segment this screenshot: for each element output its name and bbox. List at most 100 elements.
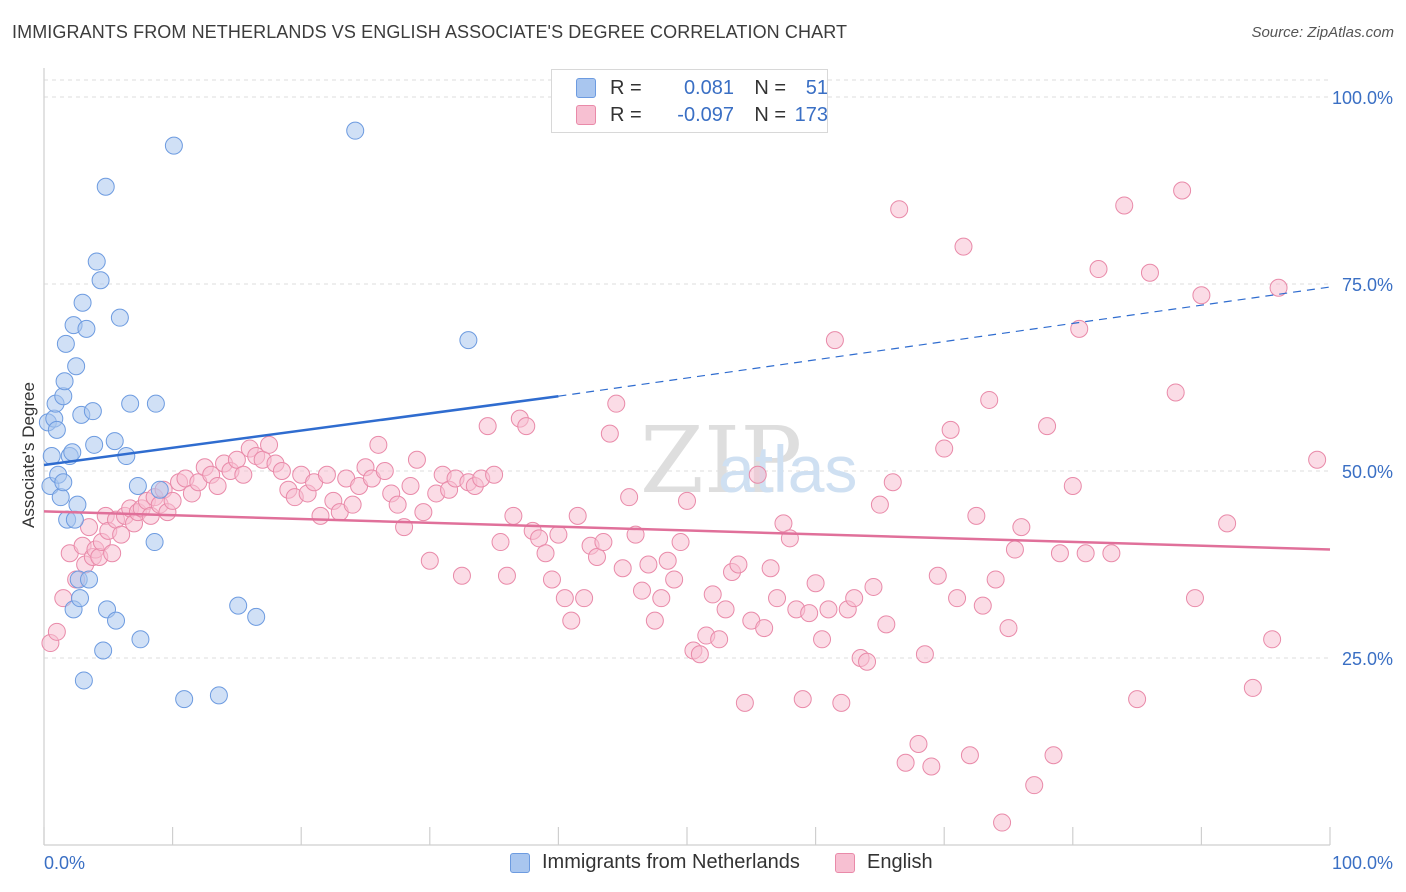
english-point [1044, 746, 1063, 765]
netherlands-point [91, 271, 110, 290]
series-legend: Immigrants from Netherlands English [0, 851, 1406, 877]
english-point [793, 690, 812, 709]
english-point [748, 465, 767, 484]
english-point [999, 619, 1018, 638]
english-point [960, 746, 979, 765]
english-point [986, 570, 1005, 589]
english-point [658, 551, 677, 570]
english-point [980, 390, 999, 409]
netherlands-point [164, 136, 183, 155]
netherlands-point [55, 372, 74, 391]
english-point [1089, 260, 1108, 279]
english-point [163, 491, 182, 510]
english-point [735, 693, 754, 712]
english-point [311, 506, 330, 525]
english-point [954, 237, 973, 256]
english-point [1173, 181, 1192, 200]
english-point [710, 630, 729, 649]
y-tick-label: 50.0% [1342, 462, 1393, 482]
english-point [1243, 678, 1262, 697]
english-point [272, 462, 291, 480]
english-point [819, 600, 838, 619]
english-point [375, 462, 394, 480]
english-point [227, 450, 246, 469]
english-point [388, 495, 407, 514]
english-point [864, 577, 883, 596]
netherlands-point [107, 611, 126, 630]
english-point [1263, 630, 1282, 649]
english-point [414, 503, 433, 522]
netherlands-point [146, 394, 165, 413]
watermark-atlas: atlas [718, 432, 857, 506]
netherlands-point [85, 435, 104, 454]
legend-item-netherlands[interactable]: Immigrants from Netherlands [510, 851, 800, 874]
english-point [485, 465, 504, 484]
english-point [401, 476, 420, 495]
english-point [607, 394, 626, 413]
data-points [38, 121, 1327, 832]
english-point [452, 566, 471, 585]
english-point [948, 589, 967, 608]
english-point [517, 417, 536, 436]
english-swatch [576, 105, 596, 125]
n-label: N = [754, 103, 786, 126]
english-point [825, 331, 844, 350]
english-point [845, 589, 864, 608]
chart-title: IMMIGRANTS FROM NETHERLANDS VS ENGLISH A… [12, 22, 848, 42]
english-point [806, 574, 825, 593]
english-point [542, 570, 561, 589]
english-point [594, 533, 613, 552]
english-point [639, 555, 658, 574]
english-point [234, 465, 253, 484]
netherlands-point [346, 121, 365, 140]
english-point [1050, 544, 1069, 563]
english-point [1185, 589, 1204, 608]
netherlands-point [63, 443, 82, 462]
english-point [761, 559, 780, 578]
english-point [504, 506, 523, 525]
english-point [813, 630, 832, 649]
english-point [652, 589, 671, 608]
stats-legend: R = 0.081 N = 51 R = -0.097 N = 173 [551, 69, 828, 133]
english-point [80, 518, 99, 537]
netherlands-point [229, 596, 248, 615]
watermark-zip: ZIP [640, 407, 802, 514]
english-point [575, 589, 594, 608]
stats-legend-row-netherlands: R = 0.081 N = 51 [576, 75, 828, 101]
legend-label-netherlands: Immigrants from Netherlands [542, 851, 800, 873]
english-point [755, 619, 774, 638]
english-point [941, 420, 960, 439]
netherlands-point [131, 630, 150, 649]
english-point [716, 600, 735, 619]
english-point [1102, 544, 1121, 563]
x-tick-label: 0.0% [44, 853, 85, 873]
english-point [896, 753, 915, 772]
netherlands-swatch [576, 78, 596, 98]
english-point [587, 548, 606, 567]
y-tick-label: 75.0% [1342, 275, 1393, 295]
english-point [1076, 544, 1095, 563]
n-label: N = [754, 76, 786, 99]
netherlands-point [73, 293, 92, 312]
english-point [260, 435, 279, 454]
netherlands-point [94, 641, 113, 660]
r-label: R = [610, 76, 642, 99]
english-point [530, 529, 549, 548]
english-point [317, 465, 336, 484]
english-point [208, 476, 227, 495]
english-point [915, 645, 934, 664]
english-point [632, 581, 651, 600]
legend-item-english[interactable]: English [835, 851, 933, 874]
y-tick-label: 25.0% [1342, 649, 1393, 669]
english-point [922, 757, 941, 776]
english-point [620, 488, 639, 507]
n-value: 173 [794, 103, 828, 126]
tick-labels: 25.0% 50.0% 75.0% 100.0% 0.0% 100.0% [44, 88, 1393, 873]
netherlands-trend-extension [558, 286, 1331, 397]
english-point [690, 645, 709, 664]
english-point [703, 585, 722, 604]
english-point [600, 424, 619, 443]
gridlines [44, 79, 1330, 659]
english-point [870, 495, 889, 514]
